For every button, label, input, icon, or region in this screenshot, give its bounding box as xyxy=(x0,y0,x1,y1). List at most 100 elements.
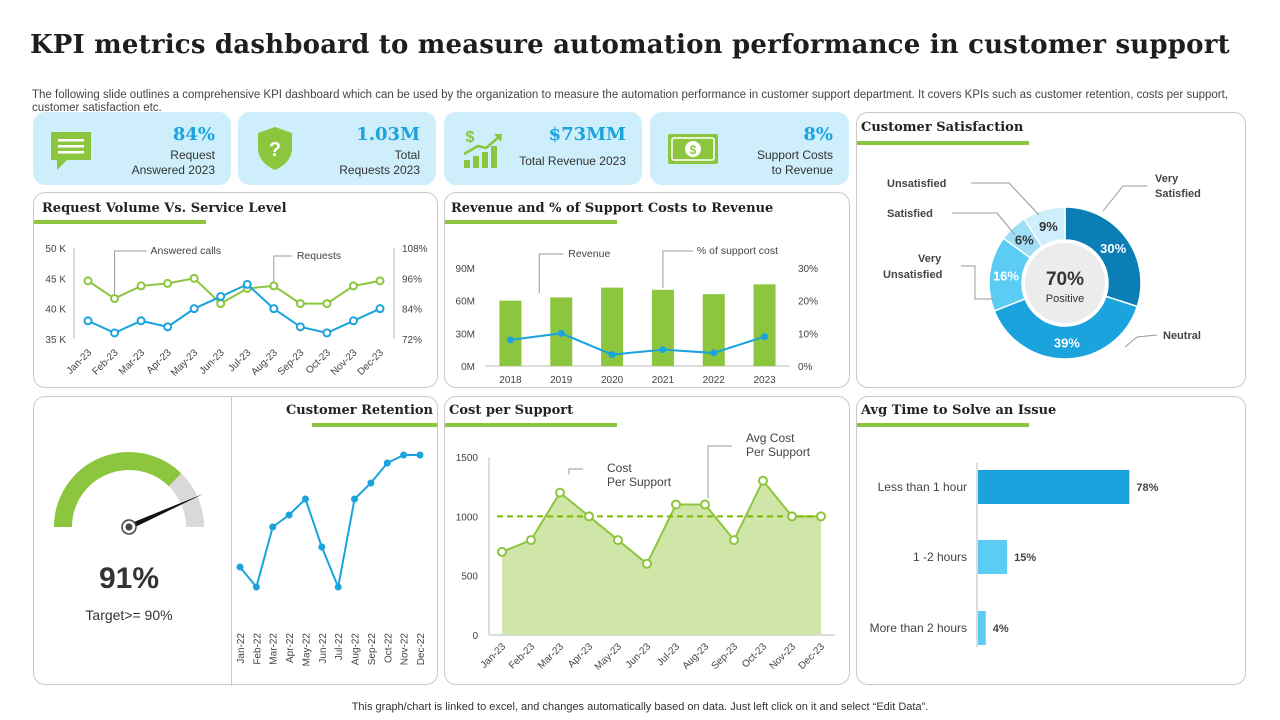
kpi-label: Total Requests 2023 xyxy=(339,148,420,177)
data-point xyxy=(285,511,293,519)
x-tick-label: Sep-22 xyxy=(367,633,378,666)
data-point xyxy=(383,459,391,467)
y2-tick-label: 72% xyxy=(402,335,422,346)
shield-question-icon: ? xyxy=(258,127,292,170)
y2-tick-label: 108% xyxy=(402,244,428,255)
slice-label: 16% xyxy=(993,269,1019,284)
avg-time-chart: 78% Less than 1 hour 15% 1 -2 hours 4% More t… xyxy=(870,463,1159,647)
data-point xyxy=(351,495,359,503)
gauge-target: Target>= 90% xyxy=(85,607,172,623)
y-tick-label: 500 xyxy=(461,572,478,583)
panel-title: Cost per Support xyxy=(449,403,574,418)
donut-slice xyxy=(993,295,1139,360)
page-subtitle: The following slide outlines a comprehen… xyxy=(32,89,1228,113)
gauge-remainder-arc xyxy=(168,473,204,528)
y-tick-label: 0 xyxy=(472,631,478,642)
title-underline xyxy=(445,220,617,224)
legend-label: Very xyxy=(918,253,942,265)
data-point xyxy=(322,328,332,338)
x-tick-label: Apr-22 xyxy=(285,633,296,663)
satisfaction-donut-chart: 30% 39% 16% 6% 9% 70% Positive Very Satisfied Uns… xyxy=(883,173,1201,360)
kpi-label: Request Answered 2023 xyxy=(131,148,215,177)
callout-label: Per Support xyxy=(746,445,811,459)
data-point xyxy=(642,558,652,569)
data-point xyxy=(301,495,309,503)
x-tick-label: Dec-22 xyxy=(416,633,427,666)
data-point xyxy=(334,583,342,591)
donut-center xyxy=(1025,243,1105,323)
bar-value-label: 4% xyxy=(993,623,1009,635)
callout-line xyxy=(707,445,732,499)
kpi-value: 1.03M xyxy=(356,124,420,145)
x-tick-label: Jul-23 xyxy=(655,641,682,668)
x-tick-label: Feb-23 xyxy=(507,641,537,671)
data-point xyxy=(710,349,718,357)
x-tick-label: Nov-23 xyxy=(329,347,360,378)
y-tick-label: 90M xyxy=(456,264,475,275)
x-tick-label: Sep-23 xyxy=(276,347,307,378)
callout-line xyxy=(114,250,147,295)
panel-title: Avg Time to Solve an Issue xyxy=(861,403,1057,418)
center-value: 70% xyxy=(1046,269,1084,290)
x-tick-label: Mar-23 xyxy=(536,641,566,671)
y-tick-label: 0M xyxy=(461,362,475,373)
kpi-value: 8% xyxy=(803,124,833,145)
x-tick-label: 2021 xyxy=(652,375,675,386)
x-tick-label: Jan-23 xyxy=(479,641,509,671)
data-point xyxy=(110,294,120,304)
kpi-label: Support Costs to Revenue xyxy=(756,148,833,177)
x-tick-label: Aug-22 xyxy=(351,633,362,666)
center-label: Positive xyxy=(1046,293,1085,305)
data-point xyxy=(163,322,173,332)
legend-leader xyxy=(952,212,1016,236)
legend-label: Very xyxy=(1155,173,1179,185)
data-point xyxy=(269,304,279,314)
data-point xyxy=(761,333,769,341)
data-point xyxy=(367,479,375,487)
panel-divider xyxy=(231,397,232,686)
data-point xyxy=(584,511,594,522)
legend-leader xyxy=(1124,334,1158,348)
retention-panel: 91% Target>= 90% Customer Retention Jan-2… xyxy=(33,396,438,686)
gauge-value: 91% xyxy=(99,562,159,595)
x-tick-label: Aug-23 xyxy=(249,347,280,378)
kpi-card-requests: ? 1.03M Total Requests 2023 xyxy=(238,112,436,185)
svg-text:$: $ xyxy=(466,129,475,146)
callout-line xyxy=(568,468,583,475)
category-label: Less than 1 hour xyxy=(878,480,967,494)
data-point xyxy=(252,583,260,591)
series-line xyxy=(87,277,381,305)
slice-label: 9% xyxy=(1039,219,1058,234)
x-tick-label: May-22 xyxy=(301,633,312,667)
kpi-card-answered: 84% Request Answered 2023 xyxy=(33,112,231,185)
data-point xyxy=(295,322,305,332)
x-tick-label: Mar-22 xyxy=(269,633,280,665)
slice-label: 30% xyxy=(1100,241,1126,256)
x-tick-label: Feb-22 xyxy=(252,633,263,665)
title-underline xyxy=(34,220,206,224)
x-tick-label: Oct-22 xyxy=(383,633,394,663)
data-point xyxy=(555,487,565,498)
series-line xyxy=(87,283,381,335)
callout-label: % of support cost xyxy=(697,245,778,257)
revenue-bar xyxy=(601,287,624,366)
legend-label: Unsatisfied xyxy=(883,269,942,281)
panel-title: Customer Retention xyxy=(285,403,433,418)
x-tick-label: Oct-23 xyxy=(304,347,333,376)
x-tick-label: Jan-23 xyxy=(65,347,95,377)
revenue-bar xyxy=(753,284,776,366)
revenue-growth-icon: $ xyxy=(463,129,502,168)
data-point xyxy=(189,273,199,283)
kpi-card-support-costs: $ 8% Support Costs to Revenue xyxy=(650,112,849,185)
slice-label: 39% xyxy=(1054,335,1080,350)
callout-label: Cost xyxy=(607,461,632,475)
retention-line xyxy=(239,454,420,591)
x-tick-label: Apr-23 xyxy=(566,641,595,670)
data-point xyxy=(506,336,514,344)
title-underline xyxy=(857,141,1029,145)
data-point xyxy=(613,535,623,546)
data-point xyxy=(216,299,226,309)
data-point xyxy=(136,316,146,326)
data-point xyxy=(416,451,424,459)
